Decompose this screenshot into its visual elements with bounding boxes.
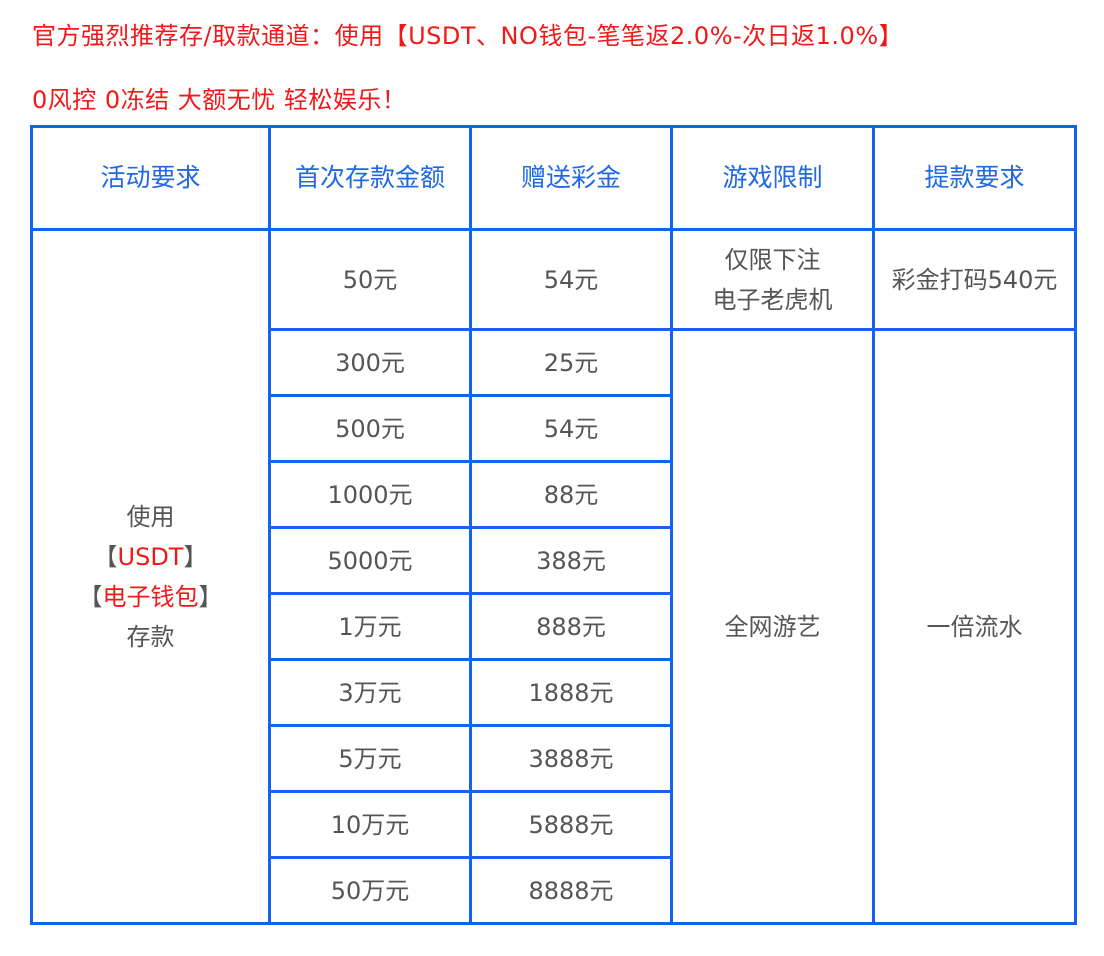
table-row: 10万元 5888元 (32, 790, 1076, 859)
deposit-cell: 1万元 (268, 592, 472, 661)
bonus-cell: 3888元 (469, 724, 673, 793)
usdt-text: USDT (117, 542, 184, 571)
header-bonus: 赠送彩金 (469, 125, 673, 231)
bracket: 【 (93, 542, 118, 571)
game-limit-cell: 仅限下注 电子老虎机 (670, 228, 875, 331)
deposit-cell: 500元 (268, 394, 472, 463)
activity-line: 使用 (126, 502, 175, 531)
header-activity: 活动要求 (30, 125, 271, 231)
table-row: 300元 25元 全网游艺 一倍流水 (32, 328, 1077, 925)
bonus-cell: 25元 (469, 328, 673, 397)
table-header-row: 活动要求 首次存款金额 赠送彩金 游戏限制 提款要求 (30, 125, 1077, 231)
deposit-cell: 50元 (268, 228, 472, 331)
promotion-table: 活动要求 首次存款金额 赠送彩金 游戏限制 提款要求 使用 【USDT】 【电子… (30, 125, 1077, 925)
header-withdraw: 提款要求 (872, 125, 1077, 231)
activity-wallet: 【电子钱包】 (33, 577, 268, 617)
bonus-cell: 8888元 (469, 856, 673, 925)
bonus-cell: 888元 (469, 592, 673, 661)
deposit-cell: 10万元 (268, 790, 472, 859)
deposit-cell: 3万元 (268, 658, 472, 727)
bonus-cell: 54元 (469, 228, 673, 331)
deposit-cell: 1000元 (268, 460, 472, 529)
header-first-deposit: 首次存款金额 (268, 125, 472, 231)
wallet-text: 电子钱包 (102, 582, 199, 611)
game-limit-cell: 全网游艺 (670, 328, 875, 925)
deposit-cell: 5000元 (268, 526, 472, 595)
activity-cell: 使用 【USDT】 【电子钱包】 存款 (30, 228, 271, 925)
bonus-cell: 1888元 (469, 658, 673, 727)
activity-line: 存款 (126, 622, 175, 651)
table-row: 5000元 388元 (32, 526, 1076, 595)
deposit-cell: 5万元 (268, 724, 472, 793)
bonus-cell: 54元 (469, 394, 673, 463)
table-row: 5万元 3888元 (32, 724, 1076, 793)
notice-line-2: 0风控 0冻结 大额无忧 轻松娱乐！ (32, 86, 407, 114)
table-row: 1万元 888元 (32, 592, 1076, 661)
table-row: 3万元 1888元 (32, 658, 1076, 727)
table-row: 500元 54元 (32, 394, 1076, 463)
bracket: 】 (183, 542, 208, 571)
bonus-cell: 5888元 (469, 790, 673, 859)
bonus-cell: 88元 (469, 460, 673, 529)
withdraw-cell: 一倍流水 (872, 328, 1077, 925)
table-row: 使用 【USDT】 【电子钱包】 存款 50元 54元 仅限下注 电子老虎机 彩金… (30, 228, 1077, 925)
header-game-limit: 游戏限制 (670, 125, 875, 231)
activity-usdt: 【USDT】 (33, 537, 268, 577)
notice-line-1: 官方强烈推荐存/取款通道：使用【USDT、NO钱包-笔笔返2.0%-次日返1.0… (32, 22, 904, 50)
game-limit-line: 电子老虎机 (712, 285, 833, 314)
bonus-cell: 388元 (469, 526, 673, 595)
game-limit-line: 仅限下注 (724, 245, 821, 274)
table-row: 1000元 88元 (32, 460, 1076, 529)
withdraw-cell: 彩金打码540元 (872, 228, 1077, 331)
bracket: 【 (78, 582, 103, 611)
deposit-cell: 300元 (268, 328, 472, 397)
deposit-cell: 50万元 (268, 856, 472, 925)
bracket: 】 (198, 582, 223, 611)
table-row: 50万元 8888元 (32, 856, 1076, 925)
